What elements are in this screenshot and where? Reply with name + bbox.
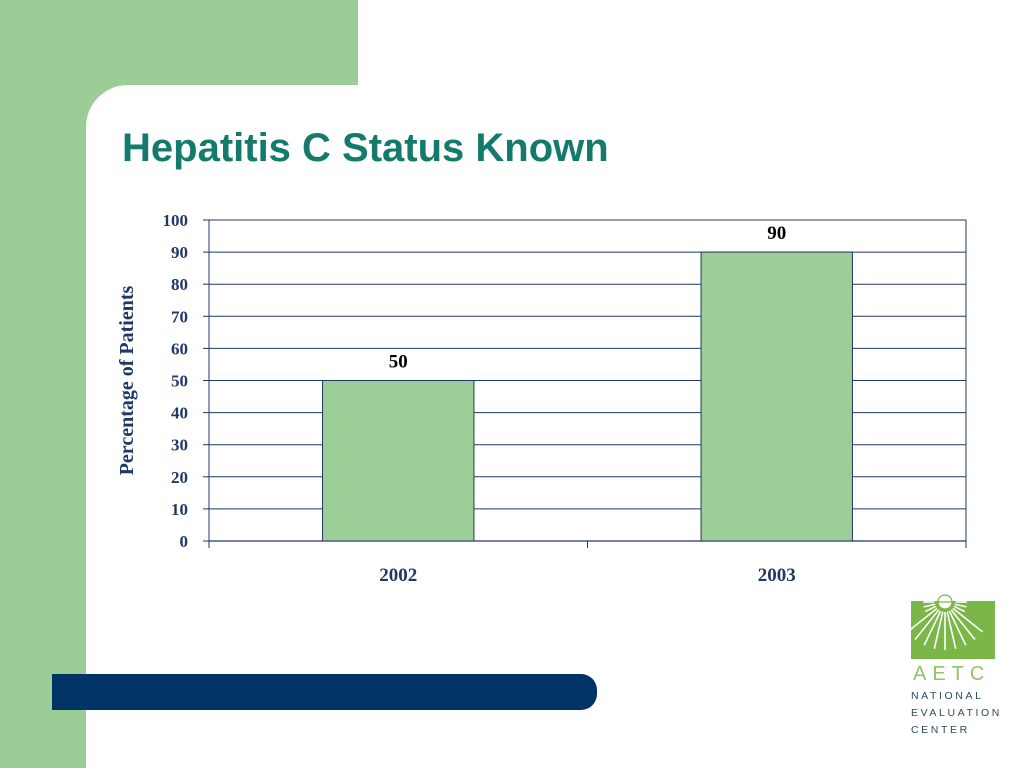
y-axis-label: Percentage of Patients	[116, 286, 138, 476]
y-tick-label: 100	[163, 211, 189, 230]
y-tick-label: 50	[171, 372, 188, 391]
bar-chart: 0 10 20 30 40 50 60 70 80 90 100 50 2002 90 2003 Percen…	[116, 211, 967, 586]
content-panel	[86, 85, 1024, 768]
y-tick-label: 20	[171, 468, 188, 487]
slide-title: Hepatitis C Status Known	[122, 126, 609, 170]
y-tick-label: 90	[171, 243, 188, 262]
y-tick-label: 60	[171, 339, 188, 358]
data-label-2003: 90	[767, 223, 786, 244]
logo-line-national: NATIONAL	[911, 690, 984, 702]
y-tick-label: 80	[171, 275, 188, 294]
bottom-accent-bar	[52, 674, 597, 710]
logo-line-center: CENTER	[911, 724, 970, 736]
data-label-2002: 50	[389, 352, 408, 373]
aetc-logo: AETC NATIONAL EVALUATION CENTER	[910, 575, 1000, 745]
y-tick-label: 30	[171, 436, 188, 455]
bar-2003	[700, 251, 853, 542]
x-tick-label-2002: 2002	[379, 565, 417, 586]
y-tick-label: 70	[171, 307, 188, 326]
sunburst-icon	[910, 580, 984, 650]
y-tick-label: 10	[171, 500, 188, 519]
bar-2002	[322, 380, 475, 542]
x-tick-label-2003: 2003	[758, 565, 796, 586]
logo-acronym: AETC	[913, 663, 991, 685]
logo-line-evaluation: EVALUATION	[911, 707, 1002, 719]
y-tick-label: 0	[180, 532, 189, 551]
y-tick-label: 40	[171, 404, 188, 423]
